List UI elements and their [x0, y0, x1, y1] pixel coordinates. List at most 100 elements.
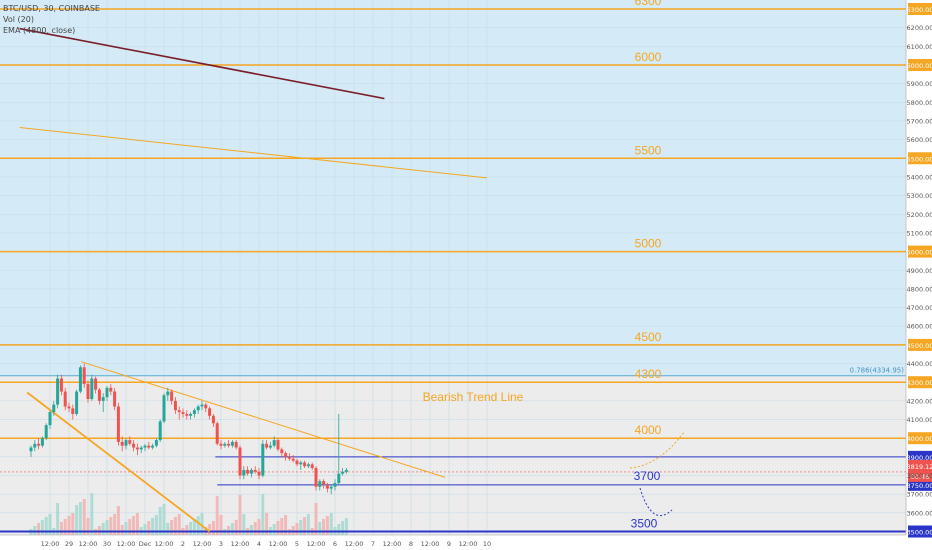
- level-labels: 6300 6000 5500 5000 4500 4300 4000 0.786(4334.9…: [423, 0, 905, 531]
- volume-bar: [303, 517, 307, 535]
- box-price-text: 3900.00: [907, 454, 932, 462]
- candle-body: [86, 384, 90, 400]
- price-tick: 4900.00: [907, 267, 932, 275]
- candle-body: [135, 447, 139, 450]
- candle-body: [82, 367, 86, 385]
- candle-body: [177, 410, 181, 413]
- level-label: 4500: [635, 330, 662, 344]
- volume-bar: [147, 521, 151, 535]
- time-tick: 12:00: [193, 540, 212, 548]
- candle-body: [318, 481, 322, 487]
- candle-body: [344, 469, 348, 472]
- support-price-text: 3750.00: [907, 482, 932, 490]
- candle-body: [128, 440, 132, 444]
- candle-body: [181, 412, 185, 414]
- candle-body: [147, 445, 151, 448]
- volume-bar: [101, 523, 105, 535]
- support-price-tag: [908, 525, 932, 538]
- projection-down-arrow: [639, 487, 673, 516]
- price-tick: 4800.00: [907, 285, 932, 293]
- time-tick: 12:00: [421, 540, 440, 548]
- volume-legend: Vol (20): [3, 15, 34, 24]
- price-tick: 5400.00: [907, 173, 932, 181]
- volume-bar: [132, 516, 136, 535]
- volume-bar: [154, 515, 158, 535]
- volume-bar: [63, 519, 67, 535]
- candle-body: [48, 412, 52, 426]
- candle-body: [242, 469, 246, 476]
- volume-bar: [257, 519, 261, 535]
- volume-bar: [276, 521, 280, 535]
- candle-body: [97, 389, 101, 401]
- time-tick: 9: [447, 540, 451, 548]
- candle-body: [101, 397, 105, 401]
- candle-body: [109, 387, 113, 392]
- price-tick: 3700.00: [907, 491, 932, 499]
- level-label: 4000: [635, 423, 662, 437]
- volume-bar: [116, 506, 120, 535]
- candle-body: [170, 391, 174, 401]
- price-tick: 4600.00: [907, 323, 932, 331]
- price-tick: 6200.00: [907, 24, 932, 32]
- candle-body: [204, 404, 208, 409]
- candle-body: [287, 456, 291, 459]
- volume-bar: [67, 516, 71, 535]
- volume-bar: [82, 499, 86, 535]
- time-tick: 12:00: [155, 540, 174, 548]
- time-tick: 30: [103, 540, 111, 548]
- candle-body: [132, 443, 136, 448]
- volume-bar: [341, 521, 345, 535]
- volume-bar: [219, 515, 223, 535]
- candle-body: [105, 387, 109, 398]
- time-tick: 29: [65, 540, 73, 548]
- candle-body: [56, 378, 60, 405]
- candle-body: [329, 486, 333, 489]
- volume-bar: [151, 518, 155, 535]
- volume-bar: [189, 522, 193, 535]
- volume-bar: [322, 519, 326, 535]
- volume-bar: [306, 514, 310, 535]
- price-tick: 4200.00: [907, 397, 932, 405]
- level-price-tag: [908, 3, 932, 15]
- fib-label: 0.786(4334.95): [850, 367, 905, 375]
- level-price-tag: [908, 376, 932, 389]
- volume-bar: [71, 513, 75, 535]
- volume-bar: [40, 520, 44, 535]
- candle-body: [67, 406, 71, 409]
- candle-body: [151, 445, 155, 448]
- candle-body: [230, 441, 234, 446]
- level-price-text: 5000.00: [907, 249, 932, 257]
- volume-bar: [170, 520, 174, 535]
- trend-lines: [19, 27, 488, 533]
- candle-body: [280, 449, 284, 454]
- volume-bar: [196, 516, 200, 535]
- trend-line-bearish: [81, 361, 446, 478]
- candle-body: [189, 413, 193, 416]
- annotation-bearish-trend-line: Bearish Trend Line: [423, 390, 524, 404]
- candle-body: [325, 484, 329, 489]
- current-price-tag: [908, 459, 932, 482]
- price-tick: 4700.00: [907, 304, 932, 312]
- candle-body: [314, 468, 318, 487]
- volume-bar: [113, 514, 117, 535]
- candle-body: [40, 438, 44, 446]
- volume-bar: [143, 524, 147, 535]
- candle-body: [249, 469, 253, 474]
- box-price-tag: [908, 450, 932, 463]
- candle-body: [124, 440, 128, 446]
- candle-body: [272, 440, 276, 446]
- candle-body: [94, 378, 98, 390]
- time-axis: 12:00 29 12:00 30 12:00 Dec 12:00 2 12:00 3 12:00 4…: [0, 534, 906, 550]
- volume-bar: [238, 495, 242, 535]
- volume-bar: [242, 514, 246, 535]
- volume-bar: [48, 514, 52, 535]
- candle-body: [192, 410, 196, 414]
- support-label: 3700: [634, 469, 661, 483]
- volume-bar: [234, 520, 238, 535]
- time-axis-bg: [0, 535, 906, 550]
- candle-body: [257, 471, 261, 476]
- support-price-text: 3500.00: [907, 529, 932, 537]
- price-tick: 3800.00: [907, 472, 932, 480]
- level-price-tag: [908, 432, 932, 445]
